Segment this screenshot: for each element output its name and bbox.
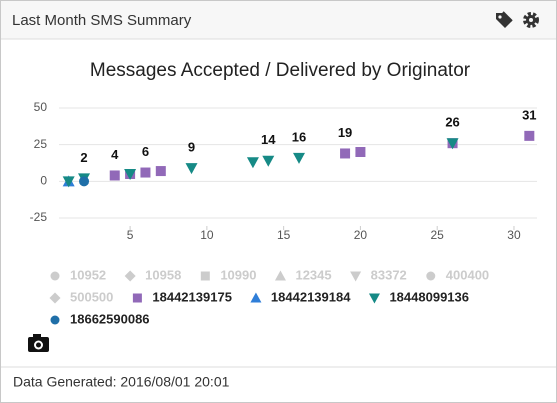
data-label: 2 <box>80 150 87 165</box>
marker <box>246 157 259 169</box>
y-tick-label: 0 <box>40 174 47 188</box>
data-label: 16 <box>292 129 306 144</box>
marker <box>132 293 142 303</box>
data-label: 6 <box>142 144 149 159</box>
marker <box>50 271 60 281</box>
legend-label: 400400 <box>446 267 489 282</box>
marker <box>446 138 459 150</box>
marker <box>293 152 305 164</box>
marker <box>79 176 90 187</box>
data-label: 14 <box>261 132 276 147</box>
x-tick-label: 5 <box>127 228 134 242</box>
marker <box>355 147 366 157</box>
marker <box>62 176 75 188</box>
legend-label: 18442139175 <box>152 289 232 304</box>
legend-item[interactable]: 10990 <box>200 267 257 282</box>
legend-item[interactable]: 10952 <box>50 267 107 282</box>
legend-item[interactable]: 500500 <box>49 289 114 304</box>
camera-icon[interactable] <box>28 334 49 352</box>
panel-title: Last Month SMS Summary <box>12 12 192 29</box>
y-tick-label: -25 <box>30 210 48 224</box>
legend-item[interactable]: 18448099136 <box>368 289 469 304</box>
legend-item[interactable]: 10958 <box>124 267 182 282</box>
marker <box>109 170 120 181</box>
marker <box>140 167 151 178</box>
panel-header <box>1 1 556 39</box>
x-tick-label: 30 <box>507 228 521 242</box>
data-label: 4 <box>111 147 119 162</box>
legend-item[interactable]: 12345 <box>274 267 332 282</box>
legend-item[interactable]: 18442139184 <box>250 289 351 304</box>
data-label: 19 <box>338 125 352 140</box>
marker <box>50 315 60 325</box>
legend-label: 10958 <box>145 267 181 282</box>
data-label: 31 <box>522 107 536 122</box>
camera-lens-inner <box>36 342 41 348</box>
data-label: 9 <box>188 140 195 155</box>
x-tick-label: 15 <box>277 228 291 242</box>
marker <box>426 271 436 281</box>
y-tick-label: 25 <box>34 137 48 151</box>
legend-label: 18662590086 <box>70 311 150 326</box>
legend-item[interactable]: 400400 <box>426 267 489 282</box>
y-tick-label: 50 <box>34 100 48 114</box>
data-label: 26 <box>445 115 459 130</box>
marker <box>200 271 210 281</box>
legend-label: 500500 <box>70 289 113 304</box>
marker <box>155 166 166 177</box>
x-tick-label: 20 <box>354 228 368 242</box>
marker <box>340 148 351 159</box>
tag-shape-2 <box>502 11 513 22</box>
marker <box>350 271 362 282</box>
legend-item[interactable]: 18662590086 <box>50 311 150 326</box>
gear-hole <box>529 18 533 22</box>
legend-label: 18448099136 <box>389 289 469 304</box>
x-tick-label: 10 <box>200 228 214 242</box>
legend-label: 83372 <box>371 267 407 282</box>
marker <box>124 169 137 180</box>
x-tick-label: 25 <box>431 228 445 242</box>
marker <box>124 270 136 282</box>
legend-label: 10952 <box>70 267 106 282</box>
tag-icon[interactable] <box>496 11 513 28</box>
marker <box>262 155 275 167</box>
marker <box>185 163 198 175</box>
marker <box>250 292 262 303</box>
legend-label: 10990 <box>220 267 256 282</box>
camera-top <box>33 334 41 338</box>
legend-item[interactable]: 18442139175 <box>132 289 232 304</box>
marker <box>524 130 535 141</box>
gear-teeth <box>523 12 539 28</box>
marker <box>49 292 61 304</box>
legend-label: 12345 <box>295 267 331 282</box>
legend-label: 18442139184 <box>271 289 351 304</box>
marker <box>274 270 286 281</box>
legend-item[interactable]: 83372 <box>350 267 407 282</box>
settings-icon[interactable] <box>523 12 539 28</box>
tag-hole <box>498 15 502 19</box>
chart-title: Messages Accepted / Delivered by Origina… <box>90 60 471 81</box>
marker <box>368 293 380 304</box>
footer-text: Data Generated: 2016/08/01 20:01 <box>13 374 230 390</box>
